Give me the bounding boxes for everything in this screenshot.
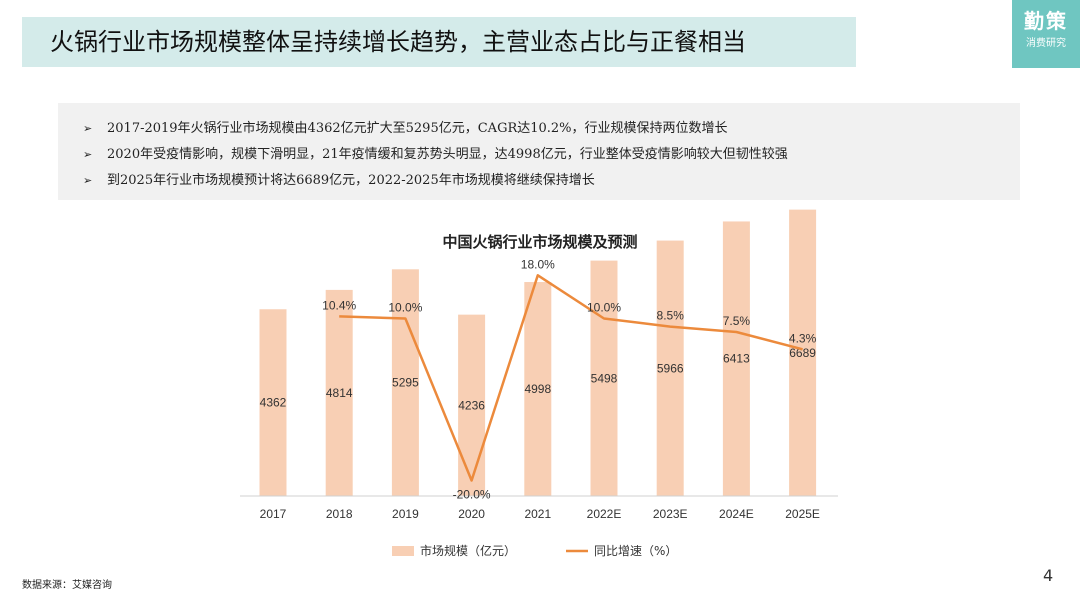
bar-2025E [789,209,817,496]
bar-2022E [590,260,618,496]
summary-text: 到2025年行业市场规模预计将达6689亿元，2022-2025年市场规模将继续… [107,173,595,188]
legend-line-label: 同比增速（%） [594,544,677,558]
chart-title: 中国火锅行业市场规模及预测 [442,233,637,251]
title-bar: 火锅行业市场规模整体呈持续增长趋势，主营业态占比与正餐相当 [22,17,856,67]
bar-2018 [325,289,353,496]
growth-label-2019: 10.0% [388,301,422,315]
bar-value-label-2024E: 6413 [723,352,750,366]
x-tick-label-2021: 2021 [524,507,551,521]
bar-2017 [259,309,287,496]
page-number: 4 [1043,566,1054,585]
x-tick-label-2024E: 2024E [719,507,754,521]
bar-value-label-2025E: 6689 [789,346,816,360]
x-tick-label-2025E: 2025E [785,507,820,521]
growth-rate-line [339,274,803,482]
summary-text: 2017-2019年火锅行业市场规模由4362亿元扩大至5295亿元，CAGR达… [107,121,728,136]
arrow-bullet-icon: ➢ [83,148,93,161]
page-title: 火锅行业市场规模整体呈持续增长趋势，主营业态占比与正餐相当 [50,28,746,56]
legend-bar-swatch [392,546,414,556]
x-tick-label-2020: 2020 [458,507,485,521]
bar-2023E [656,240,684,496]
growth-label-2020: -20.0% [453,488,491,502]
summary-text: 2020年受疫情影响，规模下滑明显，21年疫情缓和复苏势头明显，达4998亿元，… [107,147,788,162]
summary-list: ➢ 2017-2019年火锅行业市场规模由4362亿元扩大至5295亿元，CAGR… [58,103,1020,194]
growth-label-2025E: 4.3% [789,331,817,345]
bar-value-label-2018: 4814 [326,386,353,400]
legend-bar-label: 市场规模（亿元） [420,543,516,558]
x-tick-label-2022E: 2022E [587,507,622,521]
bar-value-label-2020: 4236 [458,398,485,412]
data-source: 数据来源：艾媒咨询 [22,580,112,591]
arrow-bullet-icon: ➢ [83,174,93,187]
logo-sub-text: 消费研究 [1026,38,1066,49]
summary-box: ➢ 2017-2019年火锅行业市场规模由4362亿元扩大至5295亿元，CAGR… [58,103,1020,200]
arrow-bullet-icon: ➢ [83,122,93,135]
growth-label-2022E: 10.0% [587,301,621,315]
bar-value-label-2017: 4362 [260,396,287,410]
bar-2021 [524,282,552,496]
bar-value-label-2019: 5295 [392,376,419,390]
growth-label-2023E: 8.5% [657,309,685,323]
bar-value-label-2023E: 5966 [657,361,684,375]
summary-item: ➢ 2017-2019年火锅行业市场规模由4362亿元扩大至5295亿元，CAGR… [58,116,1020,142]
growth-label-2021: 18.0% [521,257,555,271]
growth-label-2024E: 7.5% [723,314,751,328]
x-tick-label-2023E: 2023E [653,507,688,521]
brand-logo: 勤策 消费研究 [1012,0,1080,68]
x-tick-label-2019: 2019 [392,507,419,521]
bar-2020 [458,314,486,496]
bar-value-label-2021: 4998 [524,382,551,396]
bar-2024E [722,221,750,497]
x-tick-label-2018: 2018 [326,507,353,521]
summary-item: ➢ 2020年受疫情影响，规模下滑明显，21年疫情缓和复苏势头明显，达4998亿元… [58,142,1020,168]
bar-value-label-2022E: 5498 [591,371,618,385]
bar-2019 [391,269,419,496]
x-tick-label-2017: 2017 [260,507,287,521]
summary-item: ➢ 到2025年行业市场规模预计将达6689亿元，2022-2025年市场规模将继… [58,168,1020,194]
logo-main-text: 勤策 [1024,9,1068,33]
growth-label-2018: 10.4% [322,298,356,312]
